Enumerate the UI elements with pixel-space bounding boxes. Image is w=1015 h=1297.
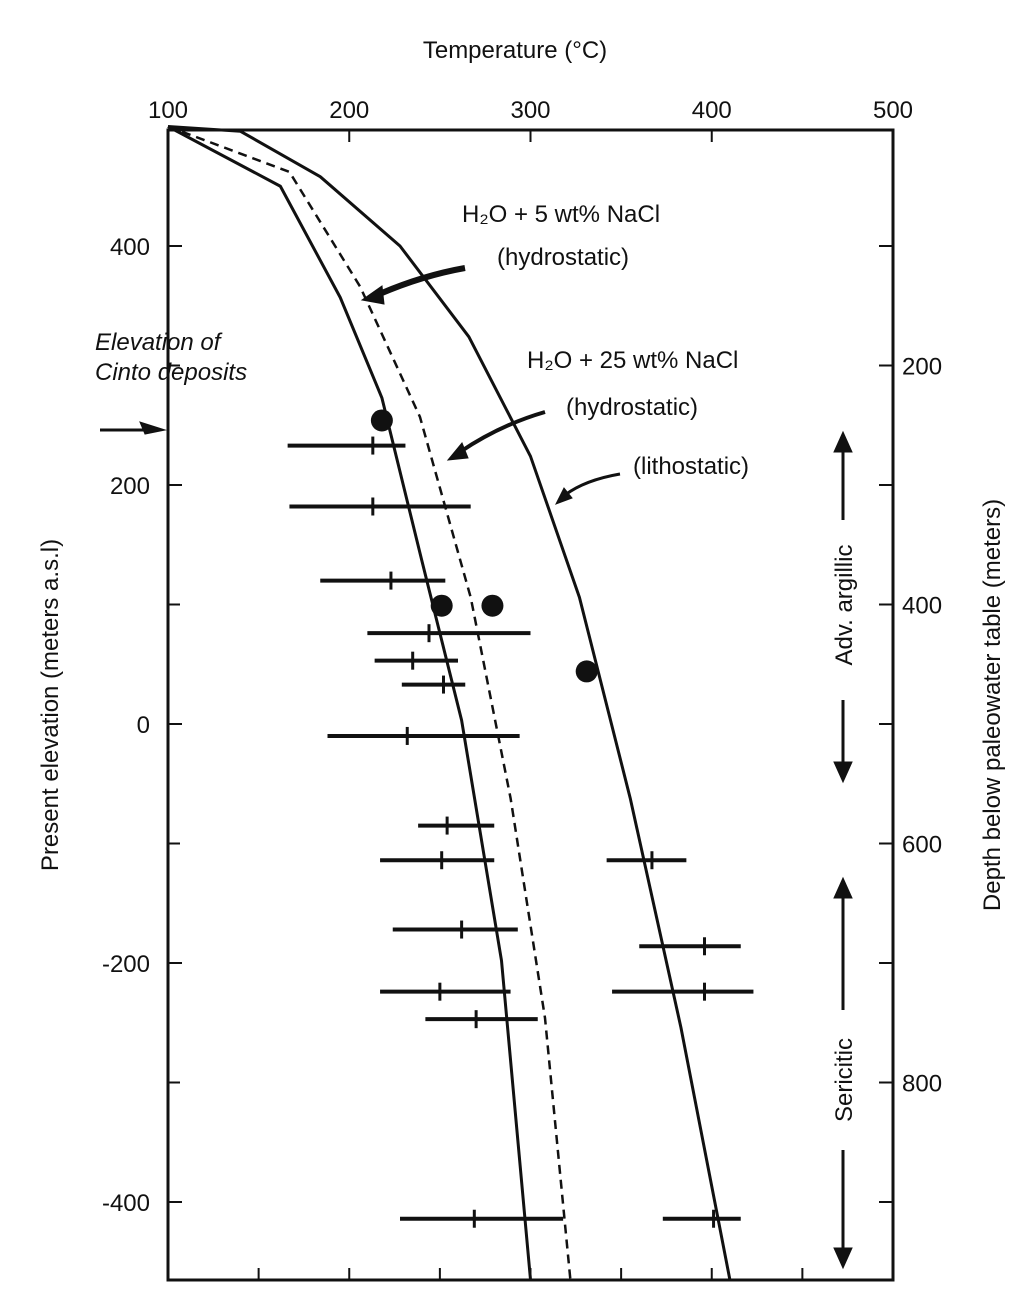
label-sericitic: Sericitic [831,1038,858,1122]
data-point [481,594,504,617]
x-tick-label: 500 [873,97,913,124]
x-tick-label: 400 [692,97,732,124]
x-tick-label: 100 [148,97,188,124]
label-cinto-2: Cinto deposits [95,359,247,386]
x-axis-title: Temperature (°C) [423,37,607,64]
y2-tick-label: 200 [902,354,942,381]
label-adv-argillic: Adv. argillic [831,545,858,666]
y2-tick-label: 800 [902,1071,942,1098]
data-point [430,594,453,617]
zone-arrows [833,430,853,1270]
y-tick-label: 200 [110,473,150,500]
y2-tick-label: 400 [902,593,942,620]
y-axis-title: Present elevation (meters a.s.l) [37,539,64,871]
series-line-2 [167,125,732,1280]
label-5wt: H₂O + 5 wt% NaCl [462,201,660,228]
label-25wt: H₂O + 25 wt% NaCl [527,347,738,374]
y2-tick-label: 600 [902,832,942,859]
x-tick-label: 200 [329,97,369,124]
series-line-0 [167,125,532,1280]
y-tick-label: -200 [102,951,150,978]
plot-frame [166,128,895,1282]
label-hydro-1: (hydrostatic) [497,244,629,271]
annotation-arrows [100,265,621,505]
data-point [575,660,598,683]
y2-axis-title: Depth below paleowater table (meters) [979,499,1006,911]
label-cinto-1: Elevation of [95,329,223,356]
y-tick-label: 0 [137,712,150,739]
y-tick-label: 400 [110,234,150,261]
label-litho: (lithostatic) [633,453,749,480]
data-point [370,409,393,432]
y-tick-label: -400 [102,1190,150,1217]
label-hydro-2: (hydrostatic) [566,394,698,421]
x-tick-label: 300 [510,97,550,124]
